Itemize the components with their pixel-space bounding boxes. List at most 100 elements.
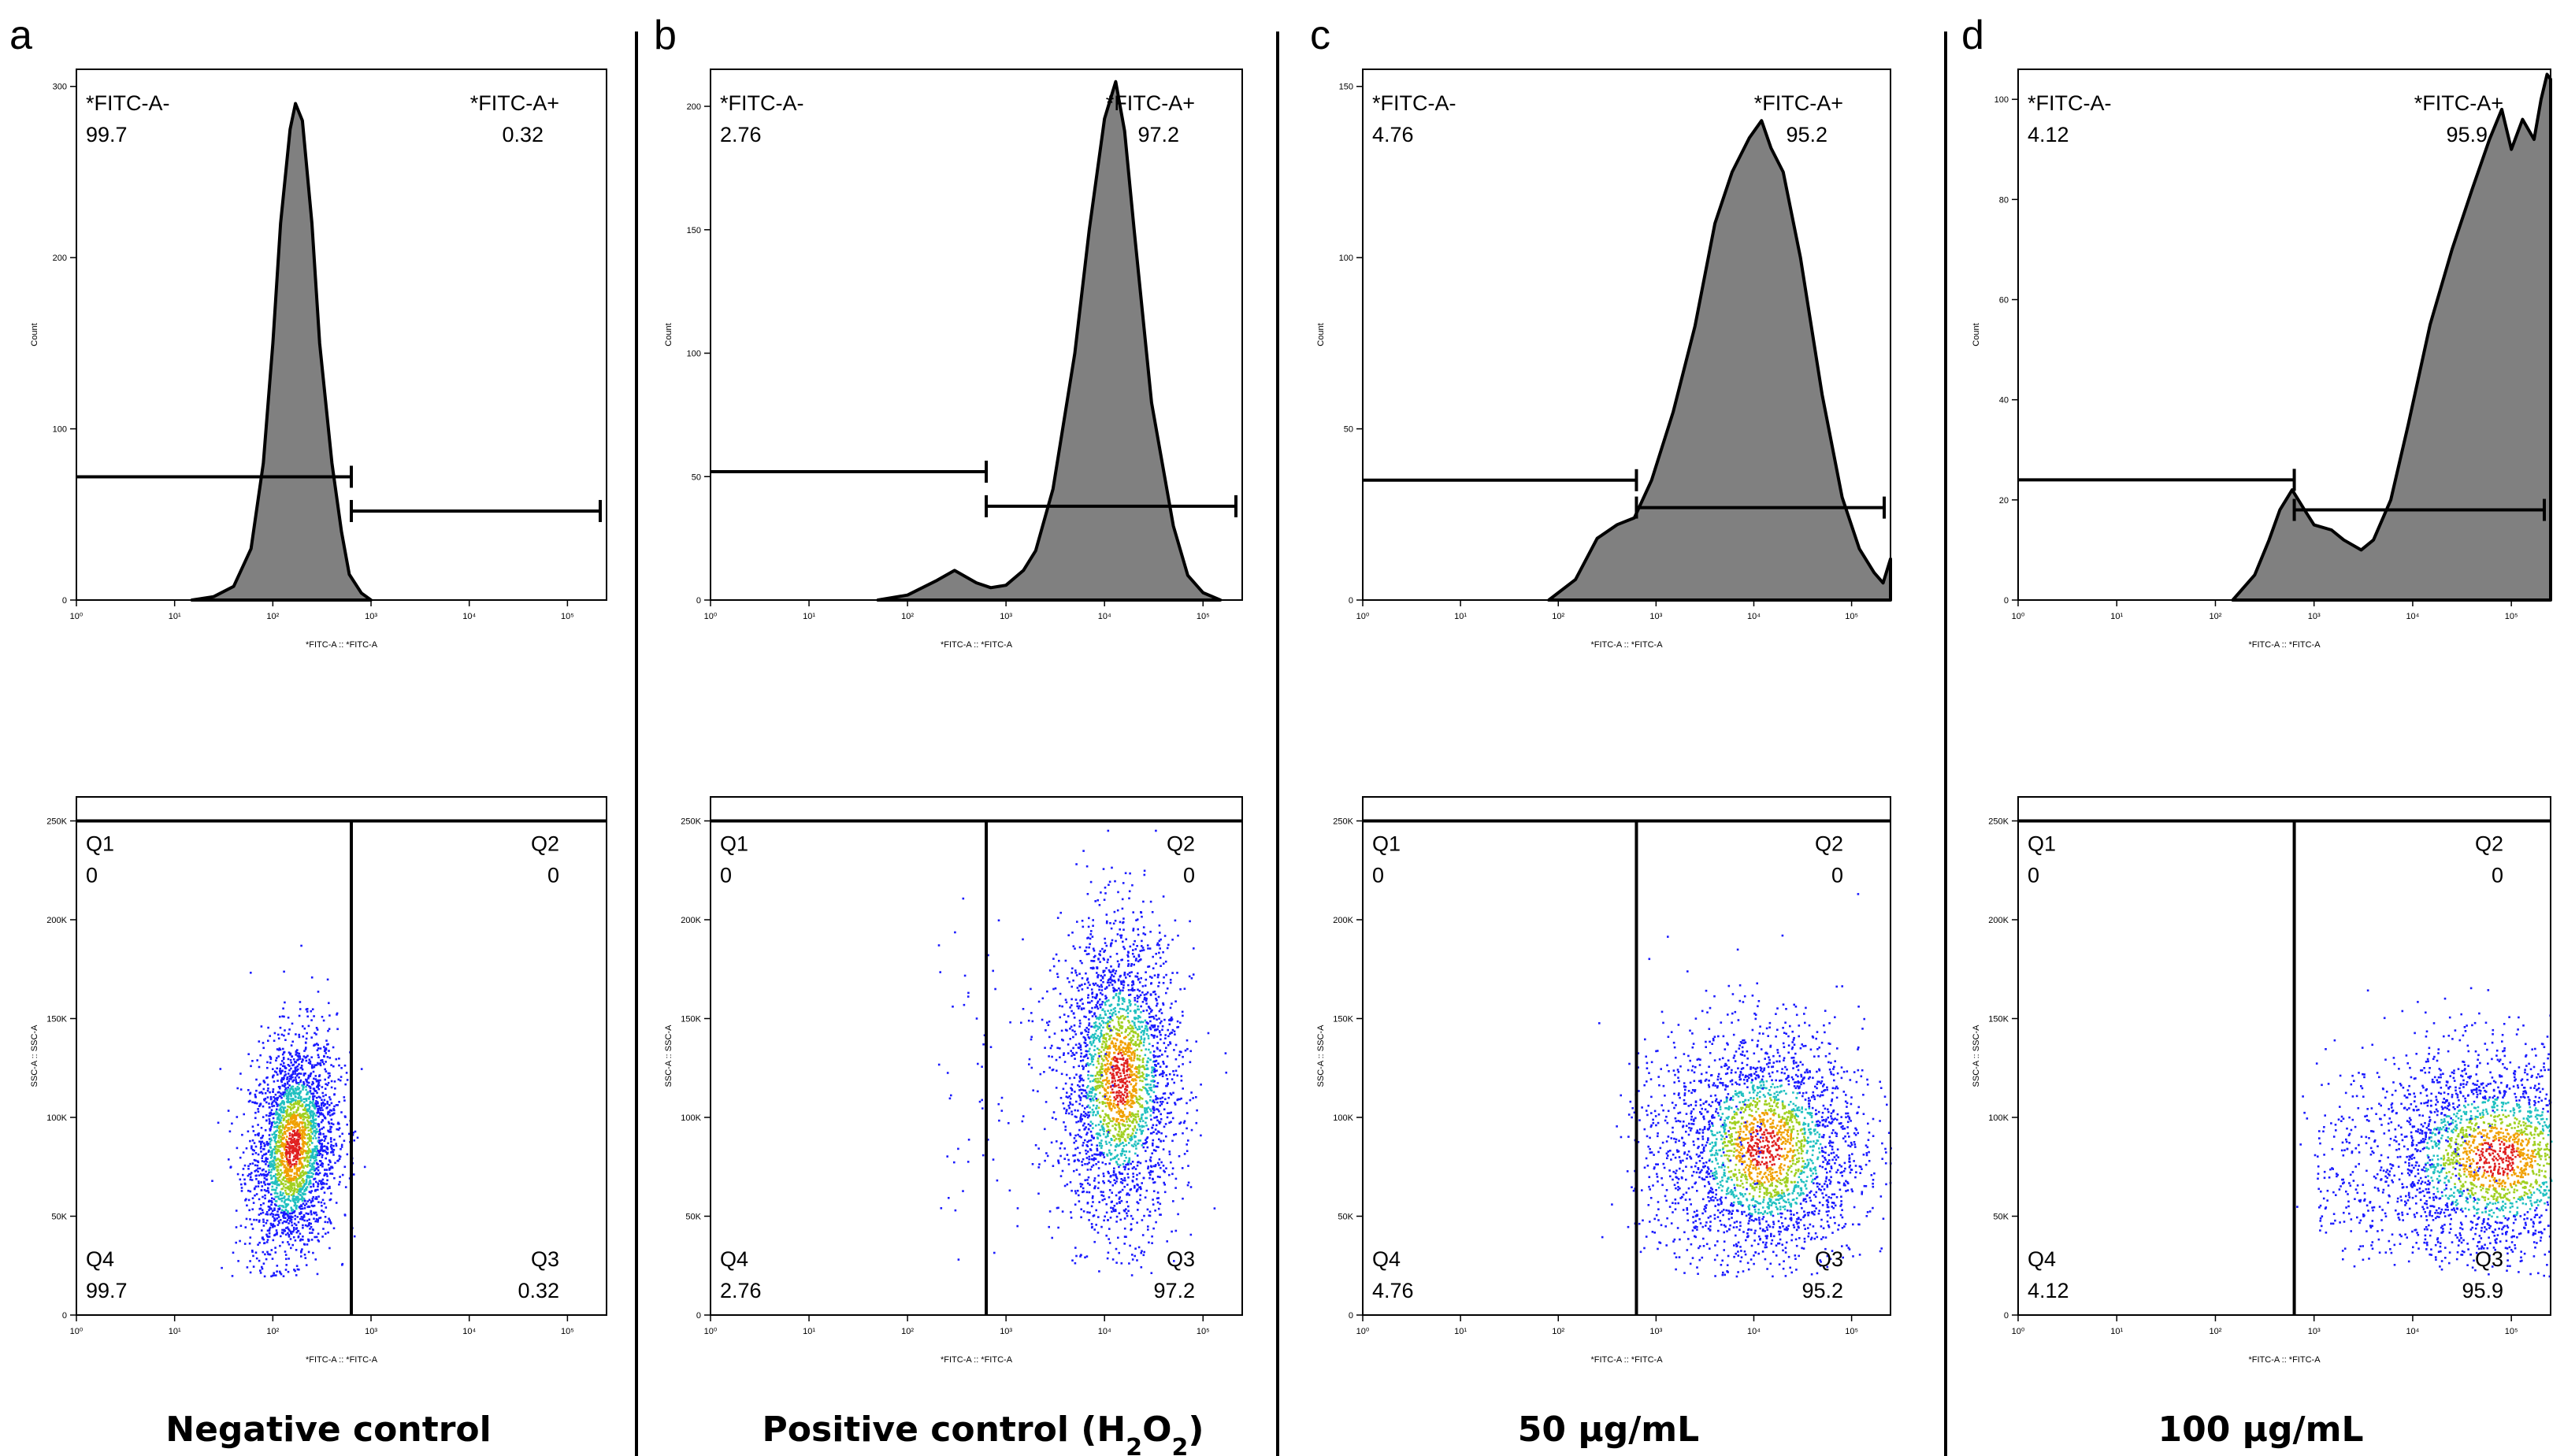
scatter-point xyxy=(1083,1055,1086,1058)
scatter-point xyxy=(271,1105,273,1108)
scatter-point xyxy=(1137,1058,1141,1061)
scatter-point xyxy=(257,1110,260,1113)
scatter-point xyxy=(1178,1050,1182,1053)
scatter-point xyxy=(289,1238,292,1240)
scatter-point xyxy=(293,1269,295,1271)
scatter-point xyxy=(1181,1010,1184,1013)
scatter-point xyxy=(257,1153,260,1156)
scatter-point xyxy=(1147,1106,1150,1109)
scatter-point xyxy=(1051,1055,1053,1058)
scatter-point xyxy=(317,1123,320,1125)
scatter-point xyxy=(264,1144,266,1147)
scatter-point xyxy=(278,1141,280,1144)
scatter-point xyxy=(1128,1158,1131,1161)
scatter-point xyxy=(1120,981,1122,984)
scatter-point xyxy=(1112,1091,1115,1094)
scatter-point xyxy=(320,1059,322,1062)
scatter-point xyxy=(249,1173,252,1176)
scatter-point xyxy=(1117,1084,1120,1086)
scatter-point xyxy=(1121,1002,1124,1006)
scatter-point xyxy=(1114,920,1117,922)
scatter-point xyxy=(1179,988,1182,991)
scatter-point xyxy=(1134,1113,1137,1116)
scatter-point xyxy=(1125,976,1127,979)
scatter-point xyxy=(1141,1219,1144,1221)
scatter-point xyxy=(1174,1069,1178,1073)
scatter-point xyxy=(1132,1036,1135,1038)
scatter-point xyxy=(1137,1209,1139,1211)
scatter-point xyxy=(1086,1211,1089,1213)
scatter-point xyxy=(1115,1091,1119,1093)
scatter-point xyxy=(1091,995,1094,998)
scatter-point xyxy=(299,1105,302,1107)
scatter-point xyxy=(306,1091,309,1094)
scatter-point xyxy=(258,1182,260,1184)
scatter-point xyxy=(1186,1127,1188,1130)
scatter-point xyxy=(1105,944,1108,947)
scatter-point xyxy=(280,1187,283,1191)
scatter-point xyxy=(1121,1188,1124,1191)
scatter-point xyxy=(294,1066,297,1069)
scatter-point xyxy=(1106,1076,1108,1079)
scatter-point xyxy=(1094,1080,1096,1083)
scatter-point xyxy=(315,1064,318,1066)
scatter-point xyxy=(1115,1028,1118,1031)
scatter-point xyxy=(1161,1070,1164,1073)
scatter-point xyxy=(310,1157,313,1159)
scatter-point xyxy=(1082,850,1085,852)
scatter-point xyxy=(1104,942,1107,944)
scatter-point xyxy=(296,1158,299,1161)
scatter-point xyxy=(1068,1076,1071,1080)
scatter-point xyxy=(310,1204,314,1207)
scatter-point xyxy=(1148,1108,1152,1110)
scatter-point xyxy=(276,1177,279,1180)
scatter-point xyxy=(1134,1140,1137,1143)
scatter-point xyxy=(1163,1171,1166,1173)
scatter-point xyxy=(270,1124,273,1126)
scatter-point xyxy=(298,1094,301,1097)
scatter-point xyxy=(273,1182,276,1184)
scatter-point xyxy=(299,1127,301,1129)
scatter-point xyxy=(1106,1024,1109,1028)
scatter-point xyxy=(280,1172,284,1174)
scatter-point xyxy=(282,1111,284,1113)
scatter-point xyxy=(1094,1032,1096,1036)
scatter-point xyxy=(259,1272,262,1274)
scatter-point xyxy=(1159,1104,1161,1107)
scatter-point xyxy=(1093,1045,1096,1047)
scatter-point xyxy=(1093,949,1096,952)
scatter-point xyxy=(295,1054,297,1056)
scatter-point xyxy=(291,1170,293,1173)
scatter-point xyxy=(1096,1006,1099,1008)
scatter-point xyxy=(1087,1074,1089,1076)
scatter-point xyxy=(270,1139,273,1142)
scatter-point xyxy=(1128,1150,1131,1153)
scatter-point xyxy=(283,1220,285,1223)
scatter-point xyxy=(1134,1254,1136,1258)
scatter-point xyxy=(295,1152,299,1154)
scatter-point xyxy=(334,1161,336,1165)
scatter-point xyxy=(282,1114,284,1117)
scatter-point xyxy=(1142,1044,1145,1047)
scatter-point xyxy=(258,1180,260,1183)
scatter-point xyxy=(279,1120,281,1122)
scatter-point xyxy=(276,1124,279,1127)
scatter-point xyxy=(1103,1181,1105,1184)
scatter-point xyxy=(293,1204,296,1207)
scatter-point xyxy=(1159,1121,1162,1124)
scatter-point xyxy=(296,1201,299,1203)
scatter-point xyxy=(1107,1098,1110,1100)
scatter-point xyxy=(1118,987,1120,990)
scatter-point xyxy=(295,1082,298,1084)
scatter-point xyxy=(303,1219,306,1222)
scatter-point xyxy=(1085,1113,1089,1117)
scatter-point xyxy=(258,1221,261,1223)
scatter-point xyxy=(1141,1080,1144,1083)
scatter-point xyxy=(268,1102,270,1105)
scatter-point xyxy=(273,1132,276,1136)
scatter-point xyxy=(305,1183,307,1185)
gate-name: *FITC-A+ xyxy=(470,91,559,115)
scatter-point xyxy=(1118,1144,1121,1147)
scatter-point xyxy=(292,1193,295,1195)
scatter-point xyxy=(1111,1088,1114,1091)
